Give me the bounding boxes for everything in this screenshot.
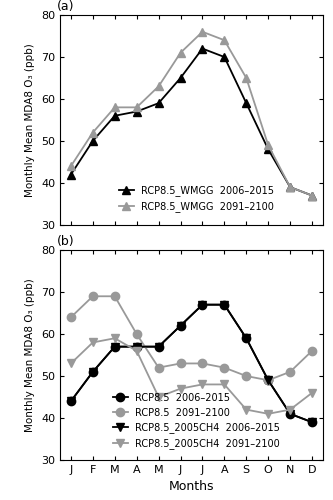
RCP8.5_2005CH4  2006–2015 xyxy=(69,398,73,404)
Text: (a): (a) xyxy=(57,0,75,13)
RCP8.5_2005CH4  2091–2100 xyxy=(157,394,161,400)
RCP8.5  2091–2100 xyxy=(113,294,117,300)
RCP8.5  2006–2015 xyxy=(244,336,248,342)
RCP8.5  2006–2015 xyxy=(288,411,292,417)
RCP8.5_WMGG  2006–2015 xyxy=(266,146,270,152)
RCP8.5_WMGG  2091–2100 xyxy=(244,75,248,81)
RCP8.5_WMGG  2091–2100 xyxy=(69,163,73,169)
RCP8.5_2005CH4  2006–2015 xyxy=(266,377,270,383)
RCP8.5  2091–2100 xyxy=(91,294,95,300)
RCP8.5  2091–2100 xyxy=(222,364,226,370)
RCP8.5_2005CH4  2006–2015 xyxy=(222,302,226,308)
RCP8.5_2005CH4  2091–2100 xyxy=(200,382,204,388)
RCP8.5_WMGG  2006–2015 xyxy=(178,75,182,81)
RCP8.5  2006–2015 xyxy=(113,344,117,349)
RCP8.5_WMGG  2006–2015 xyxy=(222,54,226,60)
RCP8.5  2091–2100 xyxy=(244,373,248,379)
RCP8.5  2006–2015 xyxy=(310,419,314,425)
RCP8.5_2005CH4  2091–2100 xyxy=(135,348,139,354)
RCP8.5_2005CH4  2091–2100 xyxy=(310,390,314,396)
RCP8.5_WMGG  2091–2100 xyxy=(310,192,314,198)
RCP8.5  2006–2015 xyxy=(222,302,226,308)
RCP8.5_WMGG  2091–2100 xyxy=(91,130,95,136)
RCP8.5_2005CH4  2006–2015 xyxy=(135,344,139,349)
RCP8.5_WMGG  2006–2015 xyxy=(91,138,95,144)
RCP8.5_WMGG  2091–2100 xyxy=(157,84,161,89)
RCP8.5_WMGG  2091–2100 xyxy=(200,29,204,35)
RCP8.5  2006–2015 xyxy=(69,398,73,404)
RCP8.5  2006–2015 xyxy=(91,369,95,375)
RCP8.5  2006–2015 xyxy=(200,302,204,308)
RCP8.5_2005CH4  2091–2100 xyxy=(91,340,95,345)
RCP8.5_2005CH4  2006–2015 xyxy=(113,344,117,349)
Line: RCP8.5_2005CH4  2006–2015: RCP8.5_2005CH4 2006–2015 xyxy=(67,300,316,426)
RCP8.5_2005CH4  2006–2015 xyxy=(288,411,292,417)
RCP8.5_2005CH4  2006–2015 xyxy=(200,302,204,308)
RCP8.5_2005CH4  2006–2015 xyxy=(157,344,161,349)
RCP8.5  2091–2100 xyxy=(200,360,204,366)
Y-axis label: Monthly Mean MDA8 O₃ (ppb): Monthly Mean MDA8 O₃ (ppb) xyxy=(25,278,35,432)
RCP8.5_WMGG  2091–2100 xyxy=(135,104,139,110)
Line: RCP8.5  2091–2100: RCP8.5 2091–2100 xyxy=(67,292,316,384)
RCP8.5_WMGG  2006–2015 xyxy=(288,184,292,190)
RCP8.5  2091–2100 xyxy=(310,348,314,354)
RCP8.5_WMGG  2006–2015 xyxy=(157,100,161,106)
RCP8.5_WMGG  2091–2100 xyxy=(266,142,270,148)
RCP8.5_2005CH4  2091–2100 xyxy=(288,406,292,412)
RCP8.5_2005CH4  2091–2100 xyxy=(69,360,73,366)
Line: RCP8.5_WMGG  2006–2015: RCP8.5_WMGG 2006–2015 xyxy=(67,44,316,200)
RCP8.5_2005CH4  2091–2100 xyxy=(178,386,182,392)
Line: RCP8.5_WMGG  2091–2100: RCP8.5_WMGG 2091–2100 xyxy=(67,28,316,200)
RCP8.5  2091–2100 xyxy=(266,377,270,383)
RCP8.5_WMGG  2006–2015 xyxy=(113,113,117,119)
Y-axis label: Monthly Mean MDA8 O₃ (ppb): Monthly Mean MDA8 O₃ (ppb) xyxy=(25,43,35,197)
RCP8.5_2005CH4  2006–2015 xyxy=(178,322,182,328)
RCP8.5_2005CH4  2006–2015 xyxy=(310,419,314,425)
RCP8.5  2091–2100 xyxy=(178,360,182,366)
RCP8.5_2005CH4  2091–2100 xyxy=(113,336,117,342)
RCP8.5  2006–2015 xyxy=(157,344,161,349)
RCP8.5_WMGG  2006–2015 xyxy=(135,108,139,114)
RCP8.5_WMGG  2091–2100 xyxy=(178,50,182,56)
RCP8.5  2006–2015 xyxy=(266,377,270,383)
RCP8.5_WMGG  2091–2100 xyxy=(113,104,117,110)
RCP8.5_WMGG  2006–2015 xyxy=(69,172,73,177)
RCP8.5_2005CH4  2006–2015 xyxy=(91,369,95,375)
Legend: RCP8.5_WMGG  2006–2015, RCP8.5_WMGG  2091–2100: RCP8.5_WMGG 2006–2015, RCP8.5_WMGG 2091–… xyxy=(115,182,278,216)
RCP8.5  2006–2015 xyxy=(135,344,139,349)
RCP8.5_WMGG  2006–2015 xyxy=(200,46,204,52)
Line: RCP8.5_2005CH4  2091–2100: RCP8.5_2005CH4 2091–2100 xyxy=(67,334,316,418)
RCP8.5_2005CH4  2091–2100 xyxy=(244,406,248,412)
RCP8.5_2005CH4  2091–2100 xyxy=(222,382,226,388)
RCP8.5  2091–2100 xyxy=(288,369,292,375)
RCP8.5_WMGG  2006–2015 xyxy=(244,100,248,106)
RCP8.5_2005CH4  2091–2100 xyxy=(266,411,270,417)
RCP8.5  2091–2100 xyxy=(69,314,73,320)
Legend: RCP8.5  2006–2015, RCP8.5  2091–2100, RCP8.5_2005CH4  2006–2015, RCP8.5_2005CH4 : RCP8.5 2006–2015, RCP8.5 2091–2100, RCP8… xyxy=(109,389,284,453)
RCP8.5  2006–2015 xyxy=(178,322,182,328)
RCP8.5  2091–2100 xyxy=(135,331,139,337)
Text: (b): (b) xyxy=(57,235,75,248)
X-axis label: Months: Months xyxy=(169,480,214,494)
RCP8.5_WMGG  2091–2100 xyxy=(288,184,292,190)
RCP8.5  2091–2100 xyxy=(157,364,161,370)
RCP8.5_2005CH4  2006–2015 xyxy=(244,336,248,342)
RCP8.5_WMGG  2006–2015 xyxy=(310,192,314,198)
Line: RCP8.5  2006–2015: RCP8.5 2006–2015 xyxy=(67,300,316,426)
RCP8.5_WMGG  2091–2100 xyxy=(222,37,226,43)
